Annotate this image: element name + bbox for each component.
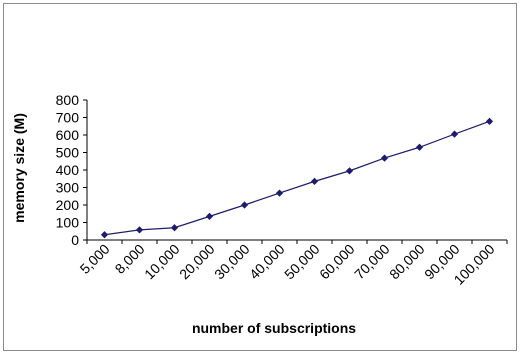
- data-point: [170, 224, 179, 232]
- y-tick-label: 200: [56, 197, 80, 213]
- x-axis: 5,0008,00010,00020,00030,00040,00050,000…: [77, 239, 508, 288]
- data-point: [380, 154, 389, 162]
- data-point: [275, 189, 284, 197]
- x-axis-title: number of subscriptions: [192, 320, 356, 336]
- data-point: [205, 212, 214, 220]
- y-tick-label: 400: [56, 162, 80, 178]
- x-tick-label: 40,000: [246, 241, 288, 283]
- y-tick-label: 600: [56, 127, 80, 143]
- data-point: [450, 130, 459, 138]
- data-point: [100, 231, 109, 239]
- y-tick-label: 0: [71, 232, 79, 248]
- data-point: [240, 201, 249, 209]
- x-tick-label: 30,000: [211, 241, 253, 283]
- y-tick-label: 100: [56, 215, 80, 231]
- x-tick-label: 70,000: [351, 241, 393, 283]
- x-tick-label: 5,000: [77, 241, 113, 277]
- series-line: [104, 120, 490, 236]
- data-point: [415, 143, 424, 151]
- y-tick-label: 300: [56, 180, 80, 196]
- series: [100, 117, 494, 239]
- data-point: [345, 167, 354, 175]
- x-tick-label: 60,000: [316, 241, 358, 283]
- chart-frame: [3, 3, 517, 351]
- y-tick-label: 500: [56, 145, 80, 161]
- data-point: [310, 177, 319, 185]
- x-tick-label: 80,000: [386, 241, 428, 283]
- data-point: [485, 117, 494, 125]
- x-tick-label: 20,000: [176, 241, 218, 283]
- y-tick-label: 700: [56, 110, 80, 126]
- y-axis-title: memory size (M): [11, 113, 27, 223]
- y-tick-label: 800: [56, 92, 80, 108]
- x-tick-label: 50,000: [281, 241, 323, 283]
- x-tick-label: 10,000: [141, 241, 183, 283]
- data-point: [135, 226, 144, 234]
